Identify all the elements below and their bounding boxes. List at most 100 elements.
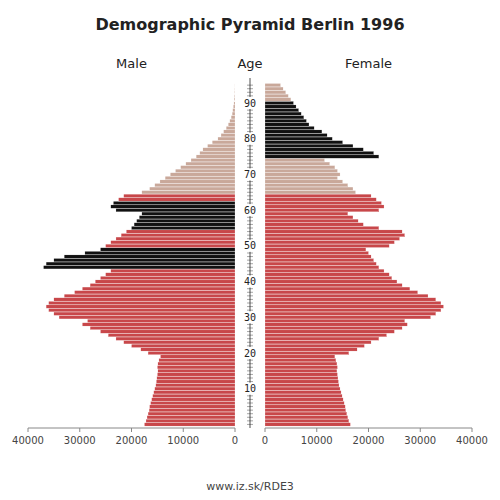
age-label-bg bbox=[241, 383, 259, 395]
bar bbox=[191, 159, 235, 162]
bar bbox=[265, 105, 296, 108]
bar bbox=[200, 151, 235, 154]
bar bbox=[142, 212, 235, 215]
bar bbox=[111, 269, 235, 272]
bar bbox=[265, 155, 379, 158]
age-tick bbox=[247, 374, 253, 375]
age-tick bbox=[247, 256, 253, 257]
x-tick-label: 40000 bbox=[456, 435, 488, 446]
age-label: 20 bbox=[244, 348, 256, 359]
x-tick bbox=[368, 428, 369, 432]
bar bbox=[265, 273, 389, 276]
bar bbox=[265, 180, 343, 183]
bar bbox=[265, 284, 402, 287]
bar bbox=[265, 373, 337, 376]
age-tick bbox=[247, 253, 253, 254]
bar bbox=[265, 405, 345, 408]
x-tick-label: 20000 bbox=[353, 435, 385, 446]
age-label: 30 bbox=[244, 312, 256, 323]
x-tick bbox=[28, 428, 29, 432]
bar bbox=[265, 223, 363, 226]
footnote: www.iz.sk/RDE3 bbox=[206, 480, 294, 493]
bar bbox=[265, 191, 356, 194]
x-tick bbox=[316, 428, 317, 432]
age-tick bbox=[247, 403, 253, 404]
bar bbox=[234, 94, 235, 97]
bar bbox=[265, 269, 384, 272]
bar bbox=[265, 312, 436, 315]
bar bbox=[54, 298, 235, 301]
bar bbox=[146, 419, 235, 422]
bar bbox=[265, 380, 338, 383]
bar bbox=[175, 169, 235, 172]
bar bbox=[116, 237, 235, 240]
bar bbox=[265, 230, 402, 233]
age-tick bbox=[247, 238, 253, 239]
bar bbox=[196, 155, 235, 158]
bar bbox=[226, 126, 235, 129]
age-label: 40 bbox=[244, 276, 256, 287]
age-tick bbox=[247, 263, 253, 264]
bar bbox=[265, 376, 338, 379]
bar bbox=[156, 380, 235, 383]
age-tick bbox=[247, 338, 253, 339]
bar bbox=[265, 287, 410, 290]
bar bbox=[265, 94, 288, 97]
age-tick bbox=[247, 267, 253, 268]
bar bbox=[95, 280, 235, 283]
bar bbox=[181, 166, 235, 169]
bar bbox=[147, 416, 235, 419]
title: Demographic Pyramid Berlin 1996 bbox=[95, 15, 404, 34]
age-tick bbox=[247, 303, 253, 304]
bar bbox=[234, 101, 235, 104]
bar bbox=[208, 144, 235, 147]
age-tick bbox=[247, 110, 253, 111]
bar bbox=[116, 209, 235, 212]
age-label-bg bbox=[241, 204, 259, 216]
x-tick bbox=[265, 428, 266, 432]
bar bbox=[153, 394, 235, 397]
bar bbox=[265, 84, 281, 87]
bar bbox=[265, 98, 291, 101]
bar bbox=[265, 301, 441, 304]
bar bbox=[139, 216, 235, 219]
bar bbox=[234, 98, 235, 101]
bar bbox=[265, 244, 389, 247]
bar bbox=[265, 326, 402, 329]
x-tick-label: 20000 bbox=[116, 435, 148, 446]
age-tick bbox=[247, 306, 253, 307]
bar bbox=[265, 130, 322, 133]
bar bbox=[265, 337, 379, 340]
age-label-bg bbox=[241, 168, 259, 180]
bar bbox=[134, 223, 235, 226]
age-tick bbox=[247, 331, 253, 332]
age-tick bbox=[247, 203, 253, 204]
bar bbox=[165, 176, 235, 179]
bar bbox=[148, 351, 235, 354]
bar bbox=[265, 259, 374, 262]
age-tick bbox=[247, 113, 253, 114]
bar bbox=[265, 159, 325, 162]
age-label-bg bbox=[241, 276, 259, 288]
age-tick bbox=[247, 228, 253, 229]
age-tick bbox=[247, 85, 253, 86]
x-tick bbox=[235, 428, 236, 432]
bar bbox=[265, 205, 384, 208]
age-tick bbox=[247, 381, 253, 382]
age-label: 80 bbox=[244, 133, 256, 144]
bar bbox=[141, 348, 235, 351]
bar bbox=[265, 116, 304, 119]
panel-label: Male bbox=[116, 56, 147, 71]
bar bbox=[232, 112, 235, 115]
bar bbox=[126, 230, 235, 233]
age-tick bbox=[247, 188, 253, 189]
age-tick bbox=[247, 199, 253, 200]
age-label: 50 bbox=[244, 240, 256, 251]
bar bbox=[265, 423, 350, 426]
bar bbox=[265, 416, 348, 419]
bar bbox=[156, 384, 235, 387]
age-tick bbox=[247, 335, 253, 336]
bars bbox=[44, 84, 235, 427]
bar bbox=[119, 198, 235, 201]
x-tick-label: 0 bbox=[262, 435, 268, 446]
